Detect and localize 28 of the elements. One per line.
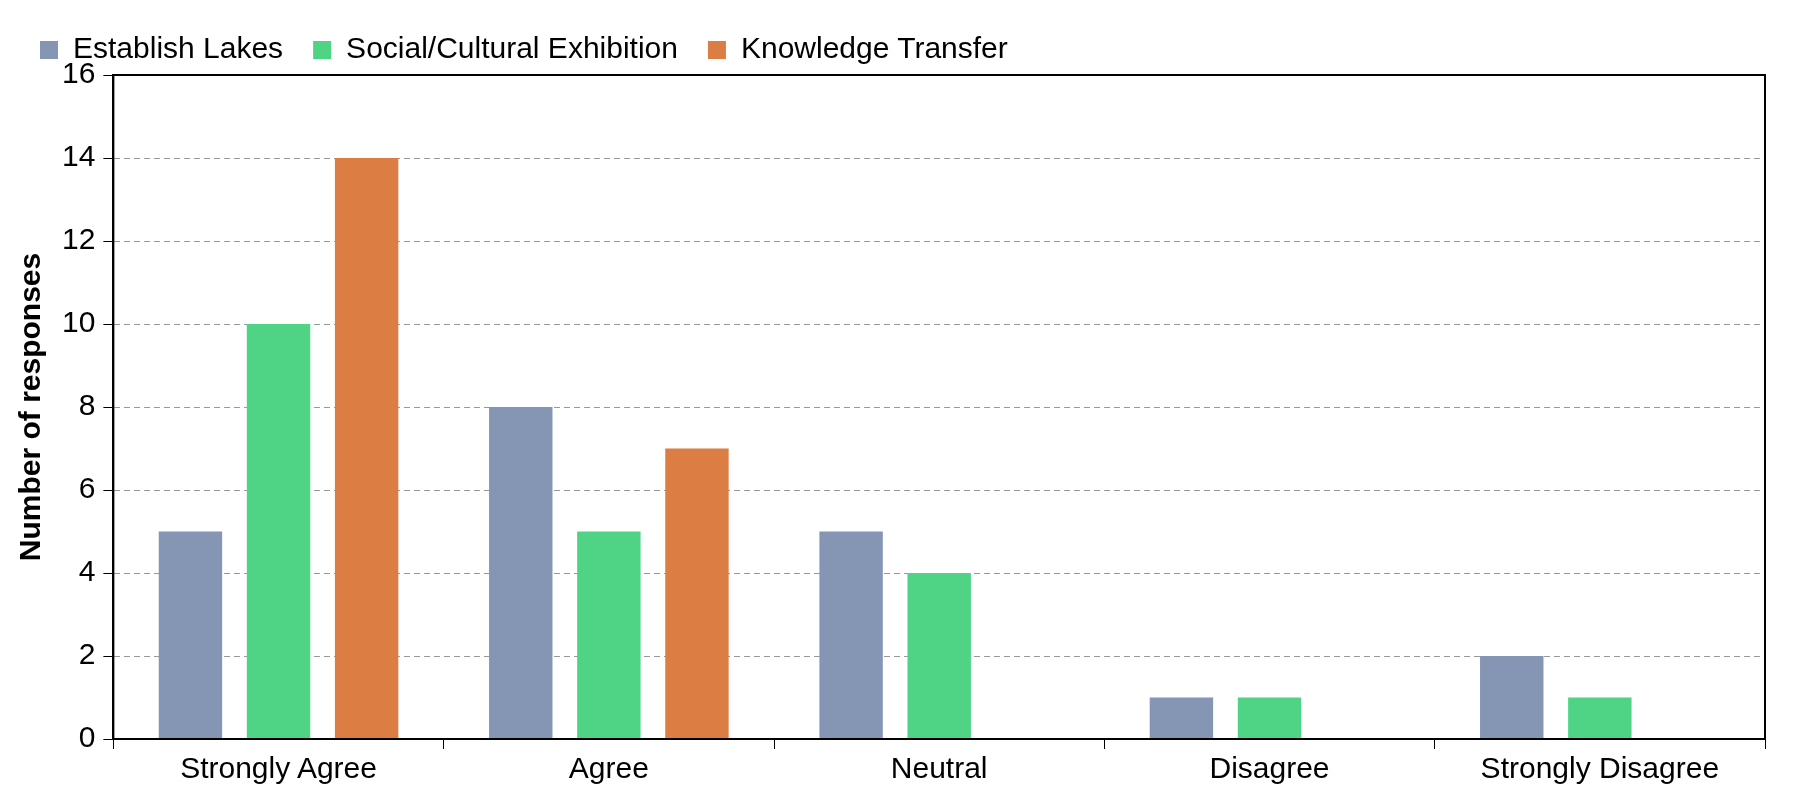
y-tick-label: 6 [78, 471, 96, 505]
y-tick-label: 10 [61, 305, 96, 339]
x-tick-label: Strongly Agree [180, 751, 377, 785]
bar [158, 531, 223, 739]
bar [1237, 697, 1302, 739]
bar [577, 531, 641, 739]
x-tick-label: Disagree [1209, 751, 1330, 785]
y-tick-label: 2 [78, 637, 96, 671]
legend-label: Knowledge Transfer [740, 31, 1008, 65]
bar [907, 573, 971, 739]
y-tick-label: 4 [78, 554, 96, 588]
bar [246, 324, 311, 739]
bar [665, 448, 729, 739]
bar [1480, 656, 1544, 739]
legend-label: Social/Cultural Exhibition [346, 31, 678, 65]
y-tick-label: 12 [61, 222, 96, 256]
bar [334, 158, 399, 739]
bar [1149, 697, 1214, 739]
x-tick-label: Agree [568, 751, 649, 785]
bar [489, 407, 553, 739]
y-tick-label: 14 [61, 139, 96, 173]
y-tick-label: 0 [78, 720, 96, 754]
y-tick-label: 8 [78, 388, 96, 422]
bar [1568, 697, 1632, 739]
x-tick-label: Neutral [890, 751, 988, 785]
y-axis-title: Number of responses [13, 252, 47, 562]
x-tick-label: Strongly Disagree [1480, 751, 1720, 785]
bar [819, 531, 883, 739]
